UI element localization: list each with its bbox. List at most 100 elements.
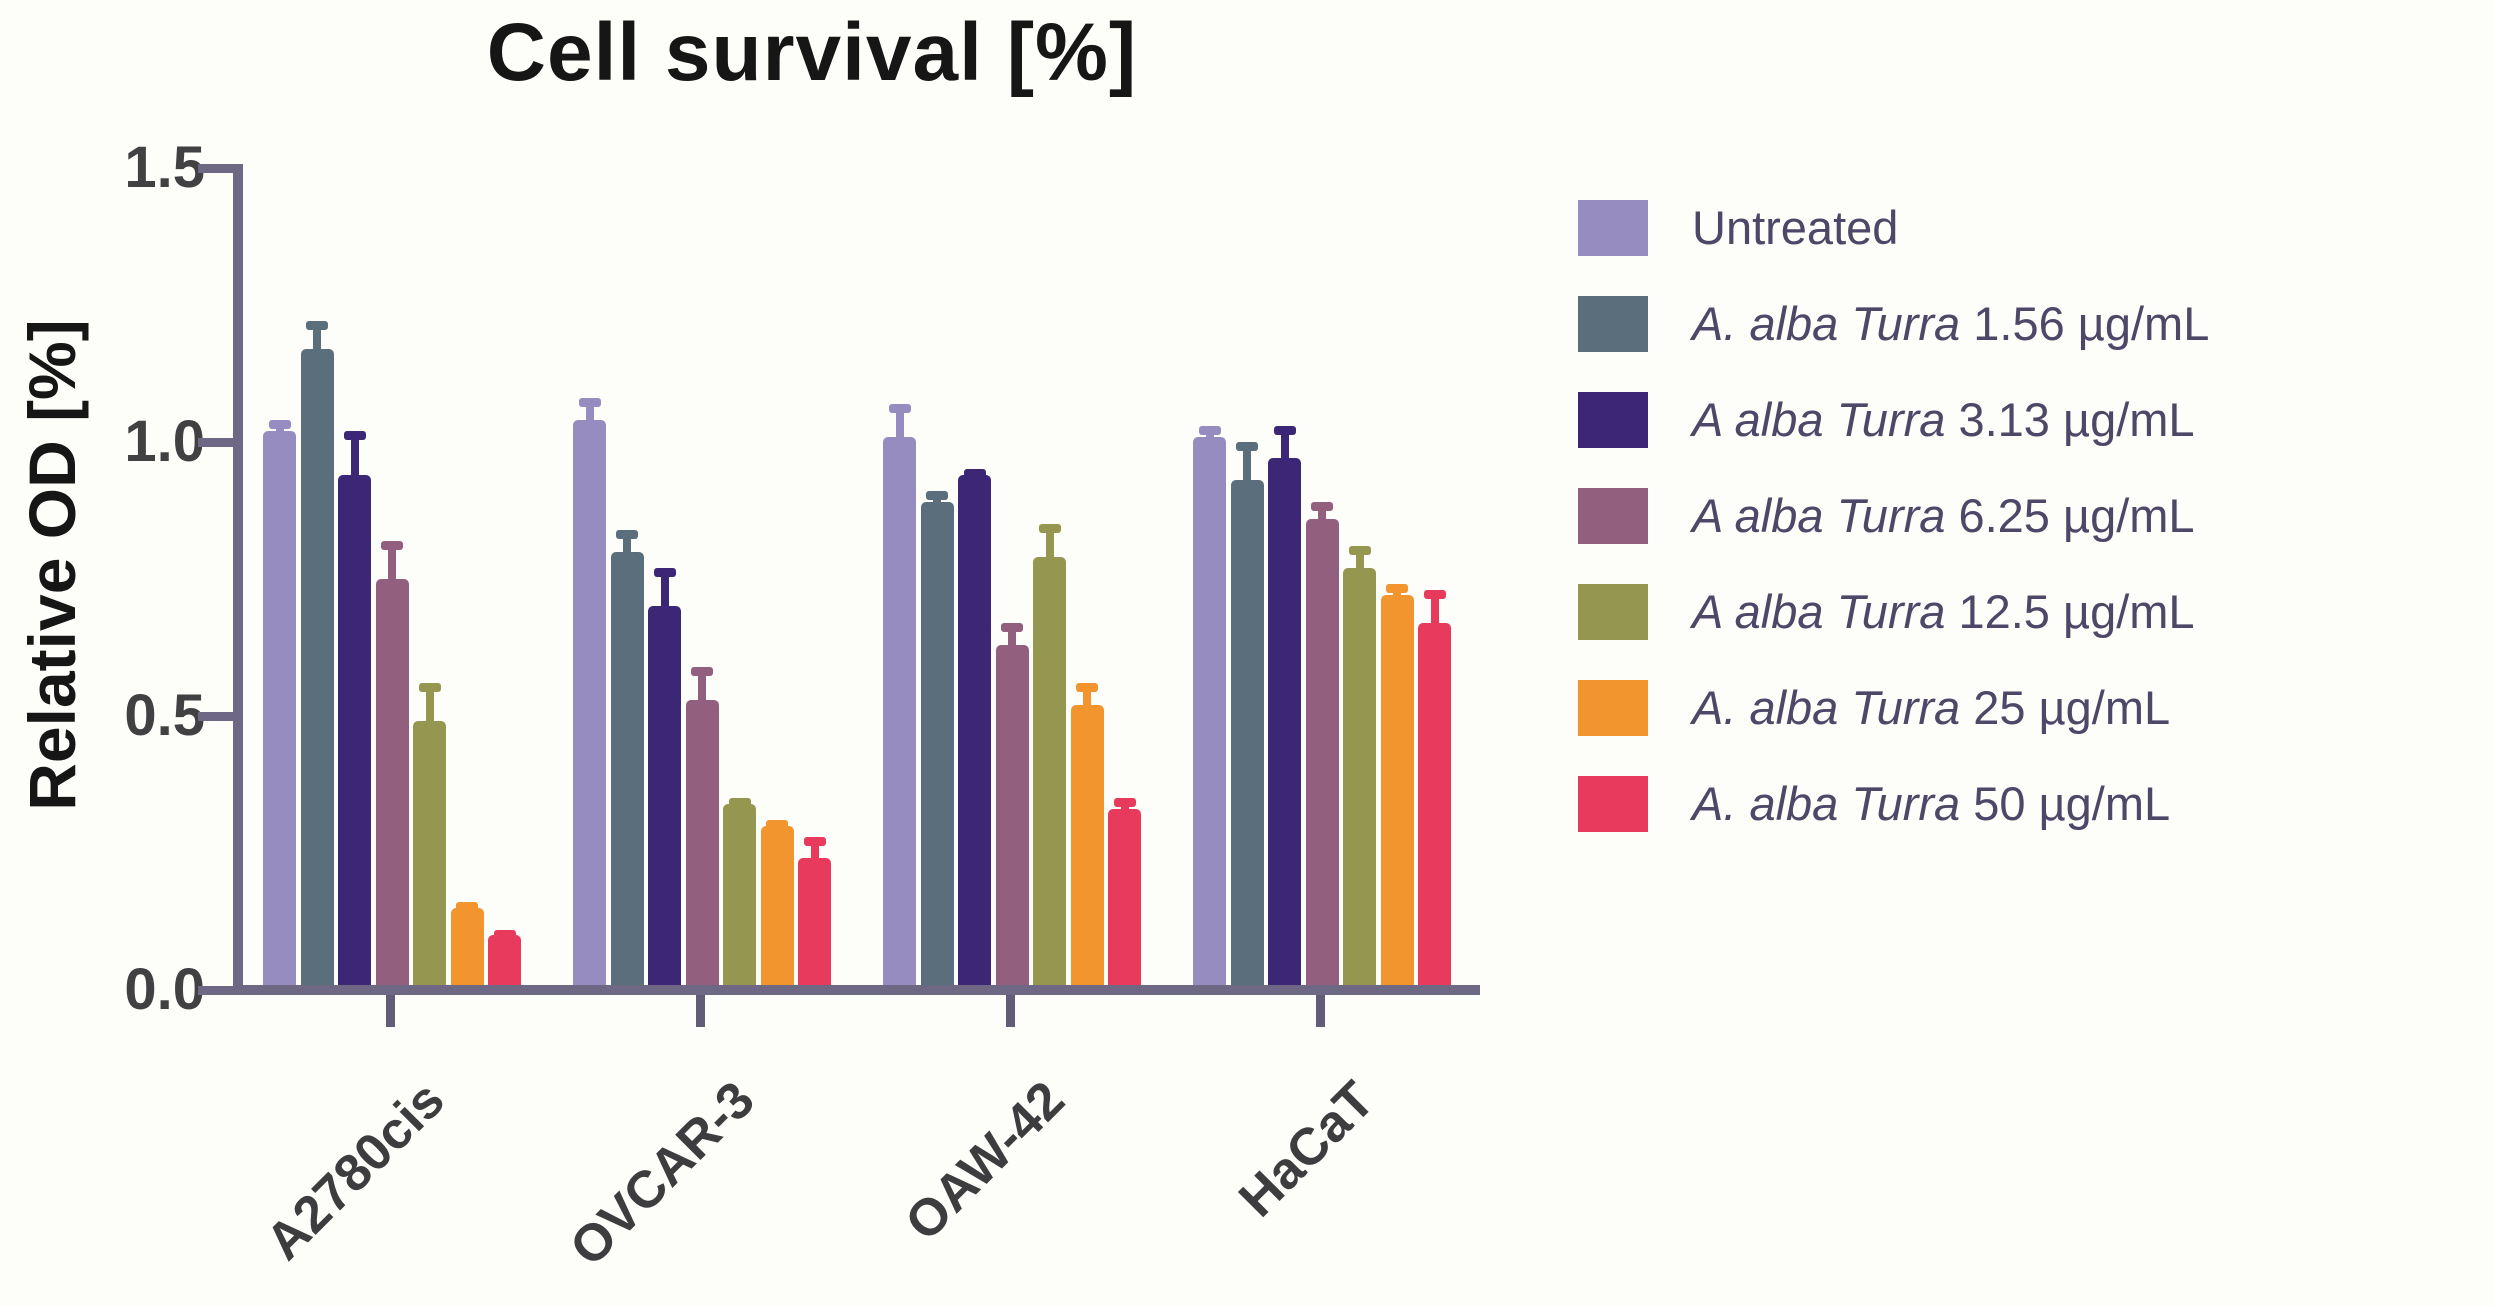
category-label-OVCAR-3: OVCAR-3: [559, 1070, 766, 1278]
bar-A2780cis-series4: [413, 721, 446, 990]
error-bar-cap: [418, 683, 441, 693]
error-bar-cap: [653, 568, 676, 578]
error-bar-cap: [306, 321, 328, 331]
error-bar-stem: [1243, 449, 1251, 495]
x-tick: [1316, 995, 1325, 1027]
legend-label: Untreated: [1692, 201, 1899, 254]
legend-label-species: A alba Turra: [1692, 489, 1946, 542]
error-bar-stem: [810, 843, 819, 873]
y-tick: [198, 438, 243, 447]
legend-label: A alba Turra 3.13 µg/mL: [1692, 393, 2195, 446]
error-bar-stem: [388, 547, 396, 593]
bar-OAW-42-series3: [995, 644, 1029, 990]
error-bar-cap: [1386, 584, 1408, 594]
legend-swatch: [1578, 200, 1648, 256]
error-bar-cap: [493, 929, 516, 939]
legend-swatch: [1578, 488, 1648, 544]
error-bar-stem: [1083, 690, 1091, 720]
error-bar-cap: [1348, 546, 1371, 556]
bar-HaCaT-series3: [1305, 518, 1339, 990]
bar-HaCaT-series4: [1343, 568, 1376, 990]
y-axis-line: [233, 164, 243, 995]
bar-HaCaT-series1: [1230, 480, 1264, 990]
error-bar-cap: [1273, 425, 1296, 435]
error-bar-stem: [425, 690, 434, 736]
legend-label: A. alba Turra 25 µg/mL: [1692, 681, 2171, 734]
legend-label-species: A alba Turra: [1692, 393, 1946, 446]
x-tick: [696, 995, 705, 1027]
legend-label-species: A. alba Turra: [1692, 297, 1961, 350]
bar-A2780cis-series6: [488, 935, 521, 990]
x-tick: [386, 995, 395, 1027]
error-bar-cap: [1001, 622, 1023, 632]
error-bar-cap: [963, 469, 986, 479]
legend-label-species: A. alba Turra: [1692, 777, 1961, 830]
bar-A2780cis-series0: [263, 431, 296, 990]
error-bar-cap: [1236, 442, 1258, 451]
bar-A2780cis-series1: [300, 348, 334, 990]
error-bar-cap: [343, 431, 366, 441]
x-axis-line: [233, 985, 1480, 995]
error-bar-cap: [1038, 524, 1061, 534]
legend-swatch: [1578, 776, 1648, 832]
legend-swatch: [1578, 680, 1648, 736]
error-bar-cap: [888, 403, 911, 413]
error-bar-cap: [728, 798, 751, 808]
bar-HaCaT-series6: [1418, 622, 1451, 990]
error-bar-cap: [578, 398, 601, 408]
chart-title: Cell survival [%]: [486, 7, 1138, 98]
bar-OVCAR-3-series0: [573, 420, 606, 990]
error-bar-cap: [1076, 683, 1098, 693]
error-bar-stem: [623, 536, 631, 566]
bar-OAW-42-series4: [1033, 557, 1066, 990]
error-bar-cap: [1198, 425, 1221, 435]
bar-A2780cis-series3: [375, 579, 409, 990]
legend-label: A. alba Turra 50 µg/mL: [1692, 777, 2171, 830]
y-tick: [198, 986, 243, 995]
legend-label-species: A alba Turra: [1692, 585, 1946, 638]
legend: Untreated A. alba Turra 1.56 µg/mL A alba …: [1578, 180, 2478, 880]
error-bar-cap: [1311, 502, 1333, 512]
y-tick-label: 1.0: [124, 409, 205, 474]
error-bar-stem: [585, 405, 594, 435]
x-tick: [1006, 995, 1015, 1027]
bar-HaCaT-series0: [1193, 436, 1226, 990]
error-bar-stem: [1355, 553, 1364, 583]
error-bar-cap: [616, 529, 638, 539]
bar-OAW-42-series6: [1108, 809, 1141, 990]
bar-A2780cis-series5: [450, 907, 484, 990]
error-bar-stem: [1280, 432, 1289, 473]
error-bar-cap: [1113, 798, 1136, 808]
bar-OVCAR-3-series6: [798, 858, 831, 990]
bar-OAW-42-series5: [1070, 705, 1104, 990]
error-bar-cap: [926, 491, 948, 501]
category-label-OAW-42: OAW-42: [894, 1070, 1076, 1252]
bar-OVCAR-3-series5: [760, 825, 794, 990]
category-label-HaCaT: HaCaT: [1228, 1070, 1386, 1229]
category-label-A2780cis: A2780cis: [255, 1070, 456, 1272]
error-bar-stem: [1045, 531, 1054, 572]
y-tick-label: 0.0: [124, 957, 205, 1022]
bar-OAW-42-series0: [883, 436, 916, 990]
bar-OAW-42-series2: [958, 474, 991, 990]
legend-swatch: [1578, 392, 1648, 448]
error-bar-stem: [1008, 629, 1016, 659]
error-bar-cap: [691, 666, 713, 676]
bar-A2780cis-series2: [338, 474, 371, 990]
bar-OVCAR-3-series2: [648, 606, 681, 990]
error-bar-cap: [381, 540, 403, 550]
bar-OVCAR-3-series3: [685, 699, 719, 990]
legend-label: A. alba Turra 1.56 µg/mL: [1692, 297, 2210, 350]
error-bar-stem: [1430, 596, 1439, 637]
legend-label: A alba Turra 6.25 µg/mL: [1692, 489, 2195, 542]
error-bar-stem: [895, 410, 904, 451]
error-bar-stem: [350, 438, 359, 489]
error-bar-cap: [803, 836, 826, 846]
y-tick-label: 0.5: [124, 683, 205, 748]
bar-OVCAR-3-series4: [723, 803, 756, 990]
error-bar-cap: [268, 420, 291, 430]
error-bar-stem: [698, 673, 706, 714]
y-tick: [198, 712, 243, 721]
